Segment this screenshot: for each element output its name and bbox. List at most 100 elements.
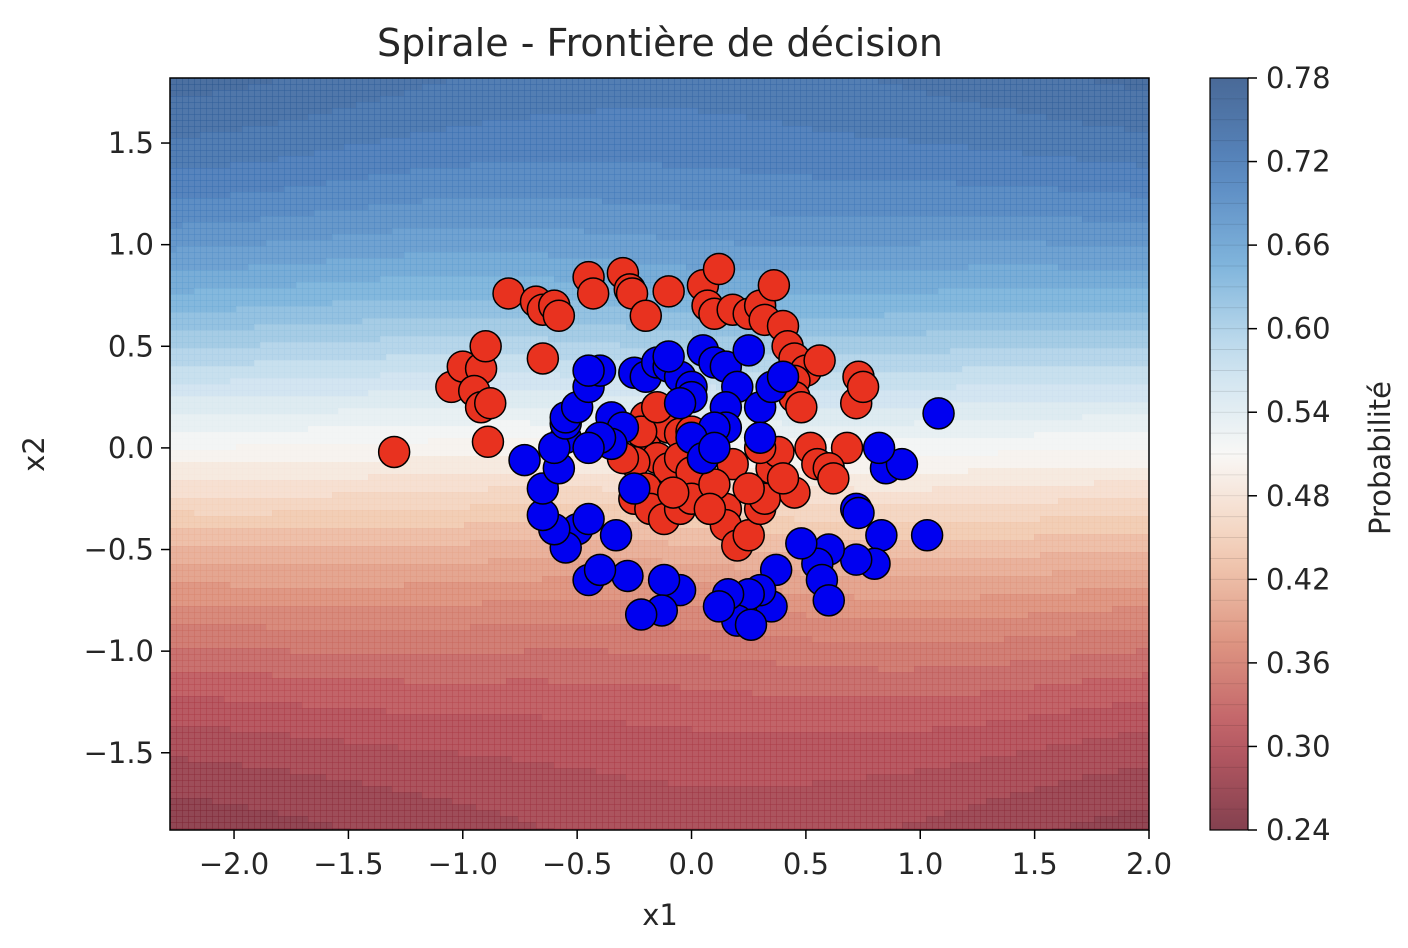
contour-cell	[968, 240, 975, 247]
contour-cell	[500, 144, 507, 151]
contour-cell	[584, 162, 591, 169]
contour-cell	[788, 120, 795, 127]
contour-cell	[608, 174, 615, 181]
contour-cell	[1088, 162, 1095, 169]
contour-cell	[572, 156, 579, 163]
contour-cell	[788, 246, 795, 253]
contour-cell	[224, 210, 231, 217]
contour-cell	[266, 198, 273, 205]
contour-cell	[704, 150, 711, 157]
contour-cell	[788, 222, 795, 229]
contour-cell	[1034, 90, 1041, 97]
contour-cell	[296, 138, 303, 145]
contour-cell	[428, 144, 435, 151]
contour-cell	[398, 222, 405, 229]
contour-cell	[356, 84, 363, 91]
contour-cell	[788, 138, 795, 145]
contour-cell	[884, 222, 891, 229]
contour-cell	[422, 96, 429, 103]
contour-cell	[542, 258, 549, 265]
contour-cell	[668, 174, 675, 181]
contour-cell	[974, 78, 981, 85]
contour-cell	[242, 126, 249, 133]
contour-cell	[734, 210, 741, 217]
contour-cell	[530, 246, 537, 253]
contour-cell	[842, 204, 849, 211]
contour-cell	[698, 240, 705, 247]
contour-cell	[236, 252, 243, 259]
contour-cell	[266, 108, 273, 115]
contour-cell	[836, 186, 843, 193]
contour-cell	[308, 162, 315, 169]
contour-cell	[458, 108, 465, 115]
contour-cell	[866, 174, 873, 181]
contour-cell	[878, 78, 885, 85]
contour-cell	[206, 174, 213, 181]
contour-cell	[362, 144, 369, 151]
contour-cell	[392, 240, 399, 247]
contour-cell	[488, 102, 495, 109]
contour-cell	[998, 186, 1005, 193]
contour-cell	[326, 84, 333, 91]
contour-cell	[212, 186, 219, 193]
contour-cell	[1004, 228, 1011, 235]
contour-cell	[1016, 108, 1023, 115]
contour-cell	[818, 222, 825, 229]
contour-cell	[860, 192, 867, 199]
contour-cell	[956, 120, 963, 127]
contour-cell	[920, 204, 927, 211]
contour-cell	[356, 216, 363, 223]
contour-cell	[512, 210, 519, 217]
contour-cell	[1064, 162, 1071, 169]
contour-cell	[344, 240, 351, 247]
contour-cell	[530, 186, 537, 193]
contour-cell	[212, 132, 219, 139]
contour-cell	[638, 246, 645, 253]
contour-cell	[866, 210, 873, 217]
contour-cell	[416, 102, 423, 109]
contour-cell	[860, 78, 867, 85]
contour-cell	[428, 108, 435, 115]
contour-cell	[326, 198, 333, 205]
contour-cell	[848, 120, 855, 127]
contour-cell	[278, 258, 285, 265]
contour-cell	[890, 204, 897, 211]
contour-cell	[380, 252, 387, 259]
contour-cell	[620, 138, 627, 145]
contour-cell	[830, 216, 837, 223]
contour-cell	[1076, 240, 1083, 247]
contour-cell	[1094, 246, 1101, 253]
contour-cell	[512, 168, 519, 175]
contour-cell	[656, 144, 663, 151]
contour-cell	[350, 180, 357, 187]
contour-cell	[998, 210, 1005, 217]
contour-cell	[836, 192, 843, 199]
contour-cell	[314, 84, 321, 91]
contour-cell	[1076, 90, 1083, 97]
contour-cell	[380, 222, 387, 229]
contour-cell	[938, 222, 945, 229]
contour-cell	[1118, 252, 1125, 259]
contour-cell	[434, 186, 441, 193]
contour-cell	[968, 144, 975, 151]
contour-cell	[1070, 114, 1077, 121]
contour-cell	[1076, 78, 1083, 85]
contour-cell	[1058, 168, 1065, 175]
contour-cell	[884, 78, 891, 85]
contour-cell	[356, 240, 363, 247]
contour-cell	[746, 204, 753, 211]
contour-cell	[830, 162, 837, 169]
contour-cell	[650, 84, 657, 91]
contour-cell	[386, 78, 393, 85]
contour-cell	[854, 162, 861, 169]
contour-cell	[1028, 228, 1035, 235]
contour-cell	[734, 246, 741, 253]
contour-cell	[1112, 246, 1119, 253]
contour-cell	[644, 222, 651, 229]
contour-cell	[944, 192, 951, 199]
contour-cell	[596, 174, 603, 181]
contour-cell	[698, 228, 705, 235]
contour-cell	[194, 84, 201, 91]
contour-cell	[704, 120, 711, 127]
contour-cell	[656, 78, 663, 85]
